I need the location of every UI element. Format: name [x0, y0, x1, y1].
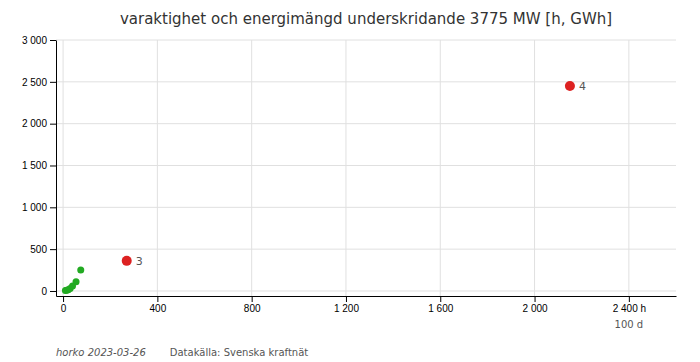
- grid-line: [56, 123, 676, 124]
- x-tick-label: 0: [61, 303, 67, 314]
- x-tick: 1 200: [334, 296, 359, 314]
- x-tick-label: 2 400 h: [613, 303, 646, 314]
- grid-line: [534, 40, 535, 296]
- source: Datakälla: Svenska kraftnät: [170, 347, 309, 358]
- y-tick: 1 500: [22, 160, 56, 171]
- y-tick-label: 0: [41, 286, 47, 297]
- grid-line: [56, 40, 676, 41]
- grid-line: [56, 249, 676, 250]
- series: [62, 267, 84, 294]
- y-tick-label: 2 500: [22, 77, 47, 88]
- y-tick: 3 000: [22, 35, 56, 46]
- grid-line: [56, 207, 676, 208]
- y-tick: 2 500: [22, 77, 56, 88]
- grid-line: [628, 40, 629, 296]
- annotation: 4: [579, 80, 586, 93]
- grid-line: [56, 165, 676, 166]
- x-tick-mark: [440, 296, 441, 302]
- point: [122, 256, 132, 266]
- grid-line: [345, 40, 346, 296]
- annotations: 3 4 100 d: [136, 80, 643, 330]
- grid-line: [63, 40, 64, 296]
- point: [77, 267, 84, 274]
- y-tick-label: 2 000: [22, 118, 47, 129]
- annotation: 100 d: [615, 319, 644, 330]
- x-tick: 1 600: [428, 296, 453, 314]
- chart: 0 400 800 1 200 1 600 2 000 2 400 h 0 500 1 000 1 …: [0, 0, 700, 362]
- x-tick-label: 800: [244, 303, 261, 314]
- title: varaktighet och energimängd underskridan…: [120, 10, 612, 28]
- y-axis: 0 500 1 000 1 500 2 000 2 500 3 000: [22, 35, 57, 297]
- y-tick-label: 1 000: [22, 202, 47, 213]
- y-tick: 0: [41, 286, 56, 297]
- caption: horko 2023-03-26: [56, 347, 146, 358]
- y-tick-mark: [50, 165, 56, 166]
- y-tick-mark: [50, 82, 56, 83]
- y-tick: 2 000: [22, 118, 56, 129]
- y-tick-mark: [50, 40, 56, 41]
- plot: 0 400 800 1 200 1 600 2 000 2 400 h 0 500 1 000 1 …: [22, 35, 677, 330]
- grid-line: [56, 290, 676, 291]
- y-tick: 500: [30, 244, 56, 255]
- series: [122, 81, 575, 266]
- x-tick: 2 400 h: [613, 296, 646, 314]
- x-axis: 0 400 800 1 200 1 600 2 000 2 400 h: [57, 296, 677, 314]
- x-tick-mark: [252, 296, 253, 302]
- y-tick-mark: [50, 124, 56, 125]
- grid-line: [157, 40, 158, 296]
- points: [62, 81, 575, 294]
- y-tick-mark: [50, 207, 56, 208]
- y-tick-label: 3 000: [22, 35, 47, 46]
- y-tick-label: 1 500: [22, 160, 47, 171]
- x-tick-label: 2 000: [523, 303, 548, 314]
- y-tick-label: 500: [30, 244, 47, 255]
- y-tick-mark: [50, 249, 56, 250]
- x-tick: 0: [61, 296, 67, 314]
- y-tick: 1 000: [22, 202, 56, 213]
- x-tick-mark: [535, 296, 536, 302]
- x-tick-label: 400: [150, 303, 167, 314]
- x-tick-label: 1 200: [334, 303, 359, 314]
- grid-line: [251, 40, 252, 296]
- x-tick-mark: [346, 296, 347, 302]
- y-axis-line: [56, 41, 57, 297]
- annotation: 3: [136, 255, 143, 268]
- x-tick: 2 000: [523, 296, 548, 314]
- x-tick-label: 1 600: [428, 303, 453, 314]
- x-tick-mark: [63, 296, 64, 302]
- x-tick: 800: [244, 296, 261, 314]
- x-tick-mark: [157, 296, 158, 302]
- grid-line: [440, 40, 441, 296]
- x-tick-mark: [629, 296, 630, 302]
- grid: [56, 40, 676, 296]
- point: [565, 81, 575, 91]
- point: [73, 278, 80, 285]
- x-tick: 400: [150, 296, 167, 314]
- y-tick-mark: [50, 291, 56, 292]
- x-axis-line: [57, 296, 677, 297]
